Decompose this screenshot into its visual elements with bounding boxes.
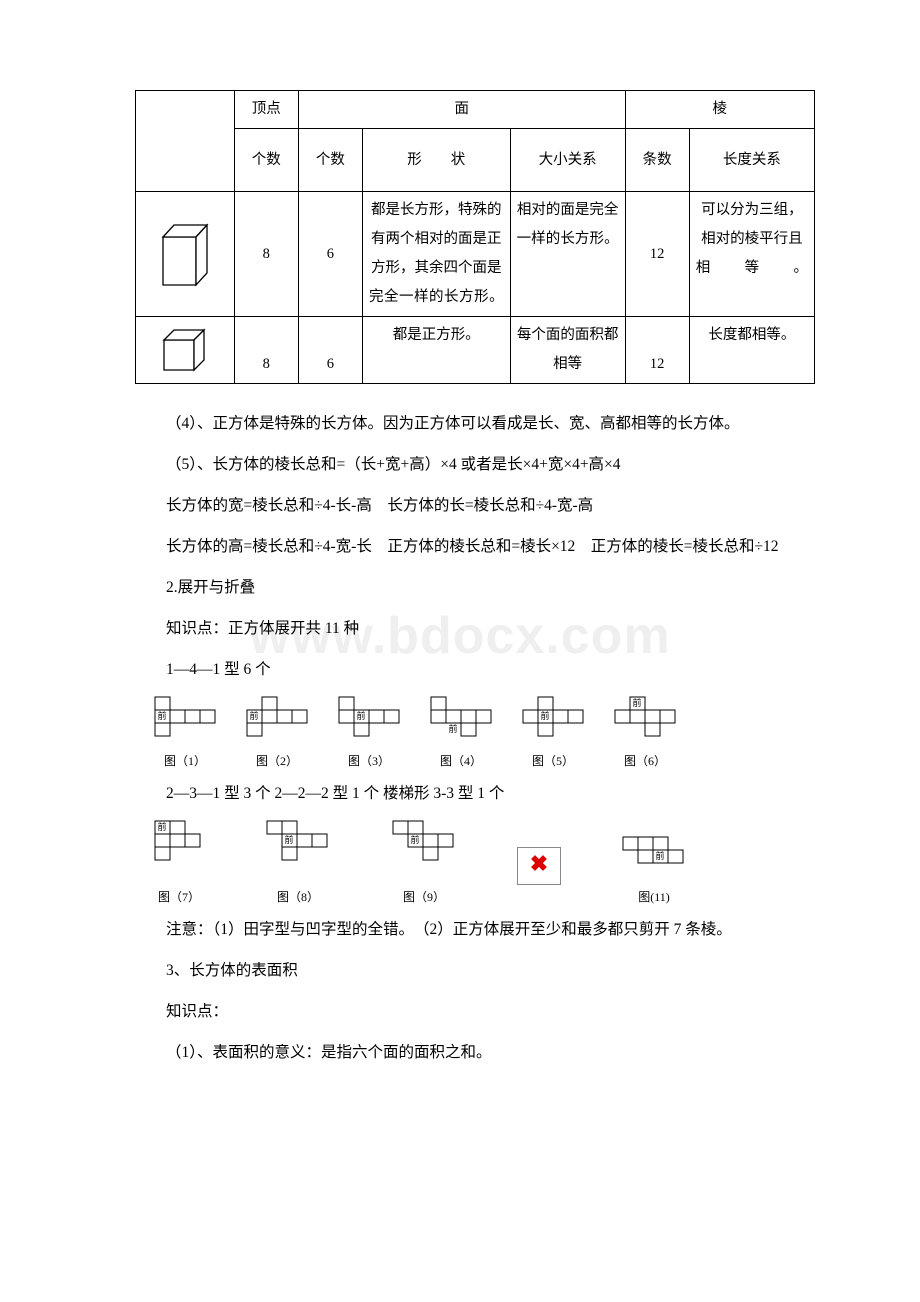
nets-row-2: 前 图（7） 前 图（8） 前 图（9） ✖ <box>153 819 815 908</box>
net-1-icon: 前 <box>153 695 217 741</box>
para-7: 知识点：正方体展开共 11 种 <box>135 613 815 644</box>
cube-face-count: 6 <box>298 317 362 384</box>
th-vertex: 顶点 <box>234 91 298 129</box>
cube-icon <box>158 326 212 374</box>
svg-text:前: 前 <box>655 850 664 861</box>
cube-len-rel: 长度都相等。 <box>689 317 814 384</box>
para-4: （4）、正方体是特殊的长方体。因为正方体可以看成是长、宽、高都相等的长方体。 <box>135 408 815 439</box>
net-7-caption: 图（7） <box>153 887 205 909</box>
cube-shape-desc: 都是正方形。 <box>362 317 510 384</box>
cuboid-face-count: 6 <box>298 192 362 317</box>
cuboid-len-rel: 可以分为三组，相对的棱平行且相等。 <box>689 192 814 317</box>
net-item-5: 前 图（5） <box>521 695 585 772</box>
para-6: 2.展开与折叠 <box>135 572 815 603</box>
para-13: （1）、表面积的意义：是指六个面的面积之和。 <box>135 1037 815 1068</box>
cube-edge-count: 12 <box>625 317 689 384</box>
net-item-9: 前 图（9） <box>391 819 457 908</box>
para-11: 3、长方体的表面积 <box>135 955 815 986</box>
net-7-icon: 前 <box>153 819 205 877</box>
net-6-icon: 前 <box>613 695 677 741</box>
cube-size-rel: 每个面的面积都相等 <box>510 317 625 384</box>
net-11-caption: 图(11) <box>621 887 687 909</box>
th-shape: 形 状 <box>362 129 510 192</box>
th-len-rel: 长度关系 <box>689 129 814 192</box>
para-12: 知识点： <box>135 996 815 1027</box>
para-10: 注意：（1）田字型与凹字型的全错。 （2）正方体展开至少和最多都只剪开 7 条棱… <box>135 914 815 945</box>
net-item-1: 前 图（1） <box>153 695 217 772</box>
net-8-caption: 图（8） <box>265 887 331 909</box>
net-2-icon: 前 <box>245 695 309 741</box>
net-item-2: 前 图（2） <box>245 695 309 772</box>
cuboid-figure-cell <box>136 192 235 317</box>
cuboid-size-rel: 相对的面是完全一样的长方形。 <box>510 192 625 317</box>
nets-row-1: 前 图（1） 前 图（2） 前 图（3） <box>153 695 815 772</box>
svg-text:前: 前 <box>284 834 293 845</box>
cuboid-shape-desc: 都是长方形，特殊的有两个相对的面是正方形，其余四个面是完全一样的长方形。 <box>362 192 510 317</box>
net-2-caption: 图（2） <box>245 751 309 773</box>
th-face: 面 <box>298 91 625 129</box>
net-1-caption: 图（1） <box>153 751 217 773</box>
cube-vertex-count: 8 <box>234 317 298 384</box>
net-item-11: 前 图(11) <box>621 831 687 908</box>
para-8: 1—4—1 型 6 个 <box>135 654 815 685</box>
th-face-count: 个数 <box>298 129 362 192</box>
net-11-icon: 前 <box>621 831 687 877</box>
para-5: （5）、长方体的棱长总和=（长+宽+高）×4 或者是长×4+宽×4+高×4 <box>135 449 815 480</box>
net-3-icon: 前 <box>337 695 401 741</box>
net-item-error: ✖ <box>517 847 561 909</box>
net-6-caption: 图（6） <box>613 751 677 773</box>
error-image-icon: ✖ <box>517 847 561 885</box>
th-edge-count: 条数 <box>625 129 689 192</box>
net-item-6: 前 图（6） <box>613 695 677 772</box>
net-5-caption: 图（5） <box>521 751 585 773</box>
svg-text:前: 前 <box>410 834 419 845</box>
cuboid-vertex-count: 8 <box>234 192 298 317</box>
cuboid-edge-count: 12 <box>625 192 689 317</box>
net-9-caption: 图（9） <box>391 887 457 909</box>
svg-text:前: 前 <box>448 723 457 734</box>
svg-text:前: 前 <box>356 710 365 721</box>
svg-text:前: 前 <box>632 697 641 708</box>
svg-text:前: 前 <box>540 710 549 721</box>
cuboid-icon <box>158 219 212 289</box>
net-5-icon: 前 <box>521 695 585 741</box>
svg-text:前: 前 <box>249 710 258 721</box>
net-9-icon: 前 <box>391 819 457 877</box>
net-4-icon: 前 <box>429 695 493 741</box>
svg-text:前: 前 <box>157 821 166 832</box>
th-size-rel: 大小关系 <box>510 129 625 192</box>
net-item-3: 前 图（3） <box>337 695 401 772</box>
net-item-4: 前 图（4） <box>429 695 493 772</box>
para-9: 2—3—1 型 3 个 2—2—2 型 1 个 楼梯形 3-3 型 1 个 <box>135 778 815 809</box>
net-item-7: 前 图（7） <box>153 819 205 908</box>
th-vertex-count: 个数 <box>234 129 298 192</box>
properties-table: 顶点 面 棱 个数 个数 形 状 大小关系 条数 长度关系 8 6 都是长方形，… <box>135 90 815 384</box>
th-edge: 棱 <box>625 91 814 129</box>
net-8-icon: 前 <box>265 819 331 877</box>
net-4-caption: 图（4） <box>429 751 493 773</box>
net-item-8: 前 图（8） <box>265 819 331 908</box>
para-5b: 长方体的宽=棱长总和÷4-长-高 长方体的长=棱长总和÷4-宽-高 <box>135 490 815 521</box>
net-3-caption: 图（3） <box>337 751 401 773</box>
para-5c: 长方体的高=棱长总和÷4-宽-长 正方体的棱长总和=棱长×12 正方体的棱长=棱… <box>135 531 815 562</box>
svg-text:前: 前 <box>157 710 166 721</box>
cube-figure-cell <box>136 317 235 384</box>
